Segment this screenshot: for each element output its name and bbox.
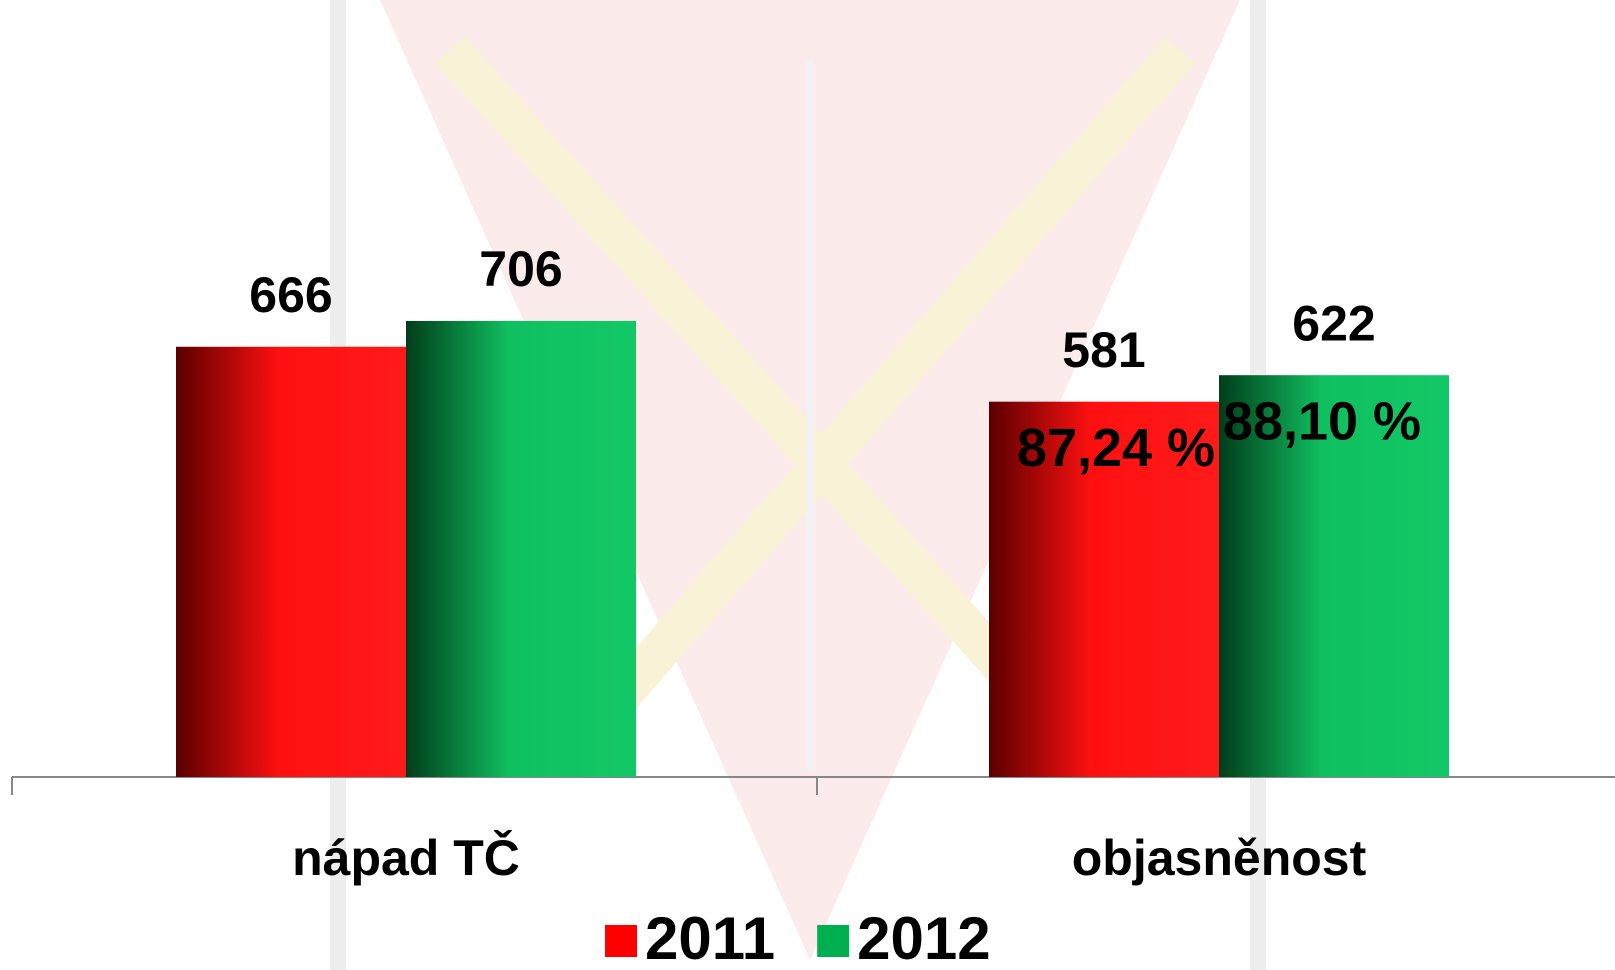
background-emblem [330,0,1266,970]
legend-label: 2012 [857,905,990,970]
value-label: 622 [1292,295,1375,351]
legend-swatch [817,925,850,957]
bar [989,401,1219,777]
value-label: 706 [479,241,562,297]
bar [1219,375,1449,777]
value-label: 666 [249,267,332,323]
value-label: 581 [1062,322,1145,378]
x-tick-label: nápad TČ [292,829,520,886]
bar [176,346,406,777]
x-tick-label: objasněnost [1072,830,1367,886]
annotation: 88,10 % [1223,391,1421,451]
bar [406,320,636,777]
annotation: 87,24 % [1017,418,1215,478]
legend-swatch [605,925,637,957]
legend-label: 2011 [645,905,775,970]
